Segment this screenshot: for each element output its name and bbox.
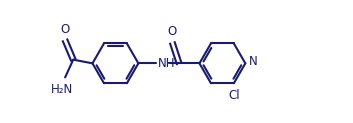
Text: H₂N: H₂N [51, 83, 73, 96]
Text: Cl: Cl [229, 89, 240, 102]
Text: NH: NH [158, 57, 175, 70]
Text: O: O [60, 23, 70, 36]
Text: N: N [249, 55, 258, 68]
Text: O: O [168, 25, 177, 38]
